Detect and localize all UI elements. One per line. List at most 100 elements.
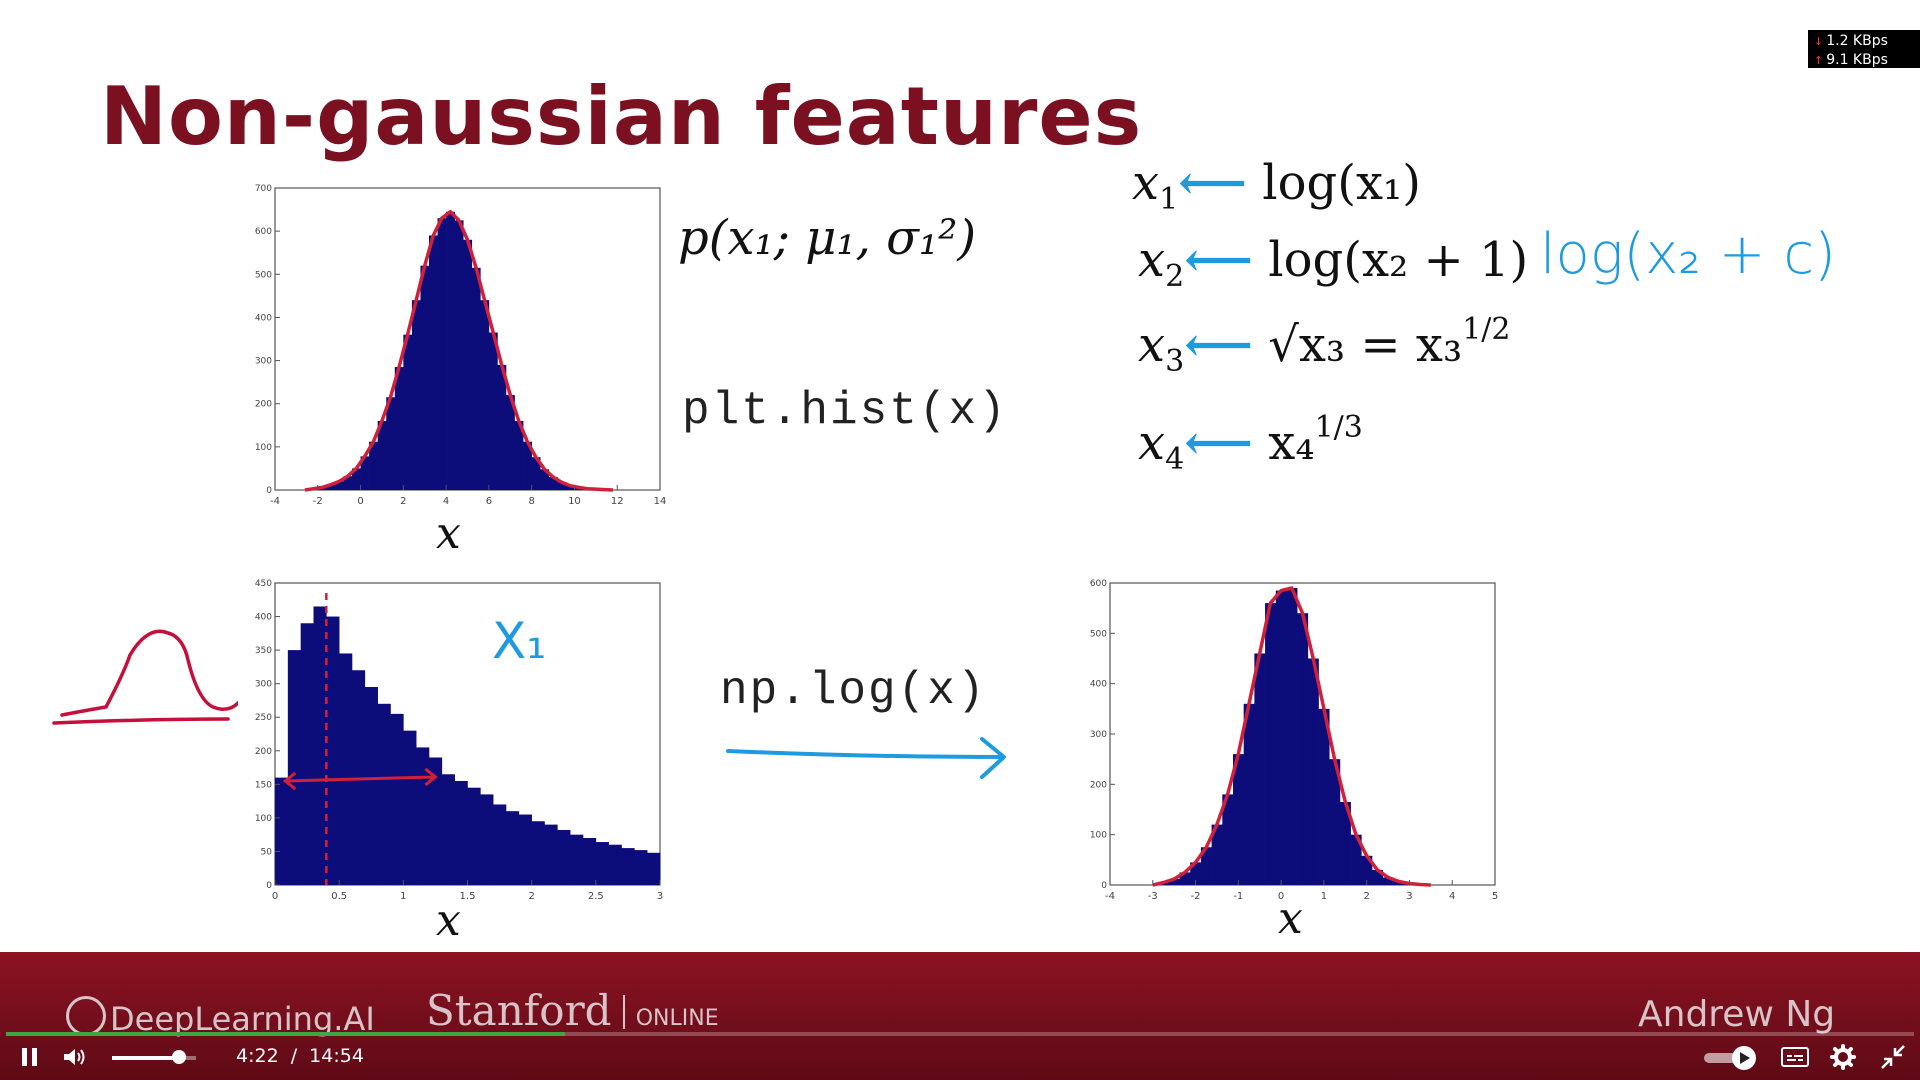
histogram-bar	[1286, 588, 1298, 885]
deeplearning-logo-icon	[66, 996, 106, 1036]
histogram-bar	[411, 300, 421, 490]
histogram-bar	[1361, 855, 1373, 885]
x-tick-label: 4	[1449, 891, 1455, 902]
transform-4: x4⟵ x₄1/3	[1138, 410, 1363, 477]
x-tick-label: 1	[400, 891, 406, 902]
x-tick-label: 2	[400, 496, 406, 507]
transform-2-sub: 2	[1165, 259, 1185, 294]
histogram-bar	[429, 235, 438, 490]
histogram-bar	[467, 787, 481, 885]
x-axis-label-bottom-right: x	[1278, 893, 1303, 944]
player-controls: 4:22 / 14:54	[0, 1036, 1920, 1080]
histogram-bar	[540, 469, 550, 490]
histogram-bar	[583, 838, 597, 885]
histogram-bar	[531, 457, 541, 490]
histogram-bar	[557, 482, 567, 490]
y-tick-label: 0	[1101, 881, 1107, 891]
histogram-bar	[514, 420, 524, 490]
histogram-bar	[339, 653, 353, 885]
volume-handle[interactable]	[172, 1050, 187, 1064]
y-tick-label: 700	[255, 184, 272, 194]
x-axis-label-top: x	[436, 508, 461, 559]
histogram-bar	[446, 211, 455, 490]
volume-icon[interactable]	[62, 1046, 90, 1068]
brand-deeplearning-text: DeepLearning.AI	[110, 1000, 375, 1038]
y-tick-label: 100	[255, 443, 272, 453]
x-tick-label: 12	[611, 496, 624, 507]
y-tick-label: 0	[266, 881, 272, 891]
brand-deeplearning: DeepLearning.AI	[66, 996, 375, 1038]
x-tick-label: 3	[657, 891, 663, 902]
download-rate-text: 1.2 KBps	[1826, 33, 1888, 49]
x-axis-label-bottom-left: x	[436, 895, 461, 946]
y-tick-label: 200	[255, 400, 272, 410]
captions-icon[interactable]	[1780, 1046, 1810, 1068]
y-tick-label: 300	[255, 357, 272, 367]
x-tick-label: 3	[1406, 891, 1412, 902]
histogram-bar	[488, 332, 498, 490]
x-tick-label: -3	[1148, 891, 1158, 902]
skewed-histogram: 0 0.5 1 1.5 2 2.5 3 0 50 100 150 200 250 300 350 400 450	[255, 579, 663, 902]
histogram-bar	[1265, 603, 1277, 885]
y-tick-label: 200	[1090, 780, 1107, 790]
histogram-bar	[403, 334, 413, 490]
spread-arrow-head-left	[282, 771, 297, 791]
transform-4-rhs: x₄	[1268, 415, 1315, 471]
histogram-bar	[390, 713, 404, 885]
transform-3-lhs: x	[1138, 317, 1166, 373]
y-tick-label: 400	[255, 613, 272, 623]
histogram-bar	[548, 477, 558, 490]
x-tick-label: -1	[1233, 891, 1243, 902]
histogram-bar	[364, 687, 378, 885]
autoplay-toggle-icon[interactable]	[1700, 1044, 1760, 1072]
histogram-bar	[506, 811, 520, 885]
x-tick-label: 1	[1321, 891, 1327, 902]
histogram-bar	[463, 239, 473, 490]
exit-fullscreen-icon[interactable]	[1880, 1044, 1906, 1070]
histogram-bar	[1297, 613, 1309, 885]
histogram-bar	[437, 218, 447, 490]
transform-3-rhs: √x₃ = x₃	[1268, 317, 1463, 373]
x-tick-label: -4	[1105, 891, 1115, 902]
histogram-bar	[377, 420, 387, 490]
x-tick-label: -4	[270, 496, 280, 507]
y-tick-label: 500	[1090, 629, 1107, 639]
histogram-bar	[1179, 872, 1191, 885]
histogram-bar	[429, 757, 443, 885]
brand-divider	[622, 995, 625, 1029]
histogram-bar	[420, 265, 430, 490]
x-tick-label: 0	[1278, 891, 1284, 902]
volume-slider[interactable]	[112, 1050, 196, 1064]
y-tick-label: 100	[1090, 831, 1107, 841]
histogram-bar	[1350, 834, 1362, 885]
y-tick-label: 450	[255, 579, 272, 589]
y-tick-label: 0	[266, 486, 272, 496]
log-transformed-histogram: -4 -3 -2 -1 0 1 2 3 4 5 0 100 200 300 400 500 600	[1090, 579, 1498, 902]
pause-icon[interactable]	[20, 1046, 40, 1068]
density-formula: p(x₁; μ₁, σ₁²)	[678, 210, 977, 266]
network-stats: ↓ 1.2 KBps ↑ 9.1 KBps	[1808, 30, 1920, 68]
histogram-bar	[403, 730, 417, 885]
y-tick-label: 50	[261, 847, 273, 857]
histogram-bar	[1211, 824, 1223, 885]
histogram-bar	[369, 441, 378, 490]
histogram-bar	[570, 834, 584, 885]
histogram-bar	[1243, 703, 1255, 885]
x-tick-label: 1.5	[460, 891, 476, 902]
upload-rate-text: 9.1 KBps	[1826, 52, 1888, 68]
histogram-bar	[1329, 759, 1341, 885]
histogram-bar	[360, 456, 370, 490]
transform-1-lhs: x	[1132, 155, 1160, 211]
upload-rate: ↑ 9.1 KBps	[1814, 52, 1888, 68]
code-plt-hist: plt.hist(x)	[682, 385, 1008, 437]
transform-arrow-icon	[726, 737, 1006, 779]
histogram-bar	[416, 747, 430, 885]
fit-curve	[1152, 586, 1431, 887]
x-tick-label: 0	[357, 496, 363, 507]
histogram-bar	[531, 821, 545, 885]
settings-icon[interactable]	[1830, 1044, 1856, 1070]
x-tick-label: 0	[272, 891, 278, 902]
seek-bar[interactable]	[6, 1032, 1914, 1036]
volume-level	[112, 1056, 180, 1060]
x-tick-label: 14	[654, 496, 667, 507]
